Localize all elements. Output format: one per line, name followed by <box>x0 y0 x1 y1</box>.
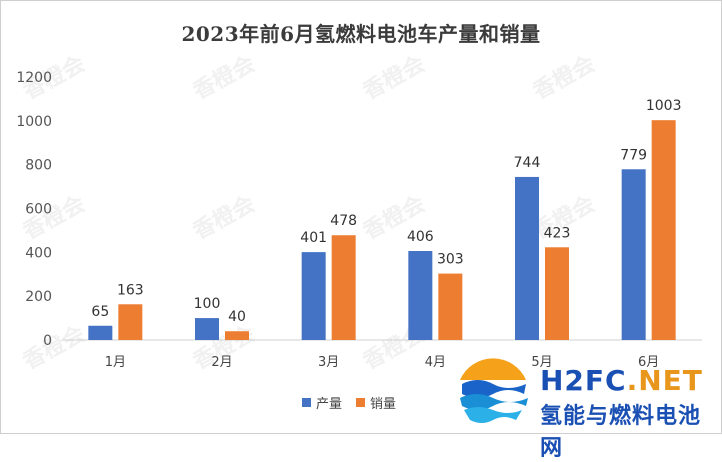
legend-item-sales: 销量 <box>356 393 396 412</box>
bar-sales <box>651 120 676 340</box>
data-label-production: 779 <box>620 147 647 163</box>
legend-label-production: 产量 <box>316 397 343 412</box>
data-label-production: 401 <box>300 230 327 246</box>
bar-chart: 0 200 400 600 800 1000 1200 65 163 1月 100 40 2月 40147… <box>16 70 702 370</box>
bar-sales <box>118 304 143 340</box>
legend-swatch-production <box>302 398 311 407</box>
bar-production <box>195 318 219 340</box>
y-tick-label: 200 <box>25 289 52 305</box>
bar-production <box>621 169 646 340</box>
bar-production <box>88 325 113 340</box>
data-label-production: 406 <box>407 229 434 245</box>
y-tick-label: 400 <box>25 245 52 261</box>
x-tick-label: 3月 <box>318 355 339 370</box>
bar-sales <box>331 235 356 340</box>
legend: 产量 销量 <box>302 393 396 412</box>
logo-wordmark: H2FC.NET <box>540 364 703 397</box>
y-tick-label: 800 <box>25 158 52 174</box>
x-tick-label: 6月 <box>638 355 659 370</box>
bar-production <box>408 251 433 340</box>
logo-subtitle: 氢能与燃料电池网 <box>540 404 702 461</box>
data-label-production: 100 <box>194 296 221 312</box>
legend-item-production: 产量 <box>302 393 342 412</box>
bar-production <box>515 176 539 340</box>
data-label-sales: 1003 <box>646 98 682 114</box>
x-tick-label: 1月 <box>105 355 126 370</box>
data-label-production: 65 <box>91 304 109 320</box>
x-tick-label: 4月 <box>425 355 446 370</box>
chart-title: 2023年前6月氢燃料电池车产量和销量 <box>181 22 541 46</box>
x-tick-label: 2月 <box>211 355 232 370</box>
data-label-sales: 163 <box>117 282 144 298</box>
y-tick-label: 1000 <box>16 114 52 130</box>
bar-sales <box>438 273 463 340</box>
legend-label-sales: 销量 <box>370 397 397 412</box>
logo-text-h2fc: H2FC <box>540 364 627 397</box>
bar-sales <box>225 331 249 340</box>
bar-sales <box>545 247 569 340</box>
data-label-sales: 303 <box>437 252 464 268</box>
h2fc-logo: H2FC.NET 氢能与燃料电池网 <box>448 350 722 461</box>
chart-frame <box>0 0 722 434</box>
legend-swatch-sales <box>356 398 366 407</box>
data-label-sales: 40 <box>228 309 246 325</box>
data-label-production: 744 <box>514 155 541 171</box>
logo-text-net: .NET <box>626 364 703 397</box>
y-tick-label: 600 <box>25 202 52 218</box>
logo-emblem-icon <box>457 358 529 430</box>
x-tick-label: 5月 <box>531 355 552 370</box>
bar-production <box>301 252 326 340</box>
data-label-sales: 423 <box>544 225 571 241</box>
data-label-sales: 478 <box>330 213 357 229</box>
y-tick-label: 0 <box>43 333 52 349</box>
y-tick-label: 1200 <box>16 70 52 86</box>
